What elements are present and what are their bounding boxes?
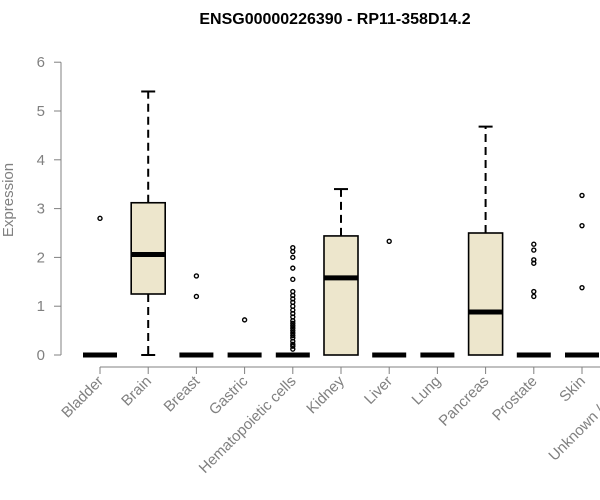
outlier-point xyxy=(193,273,200,279)
box-group xyxy=(516,241,551,358)
outlier-point xyxy=(290,341,296,347)
x-tick-label: Breast xyxy=(161,372,204,415)
y-tick-label: 6 xyxy=(37,54,45,71)
box-group xyxy=(130,90,166,356)
outlier-point xyxy=(290,320,296,326)
y-tick-label: 5 xyxy=(37,103,45,120)
outlier-point xyxy=(193,293,200,300)
outlier-point xyxy=(97,215,103,222)
box-group xyxy=(179,273,214,358)
outlier-point xyxy=(290,323,296,329)
outlier-point xyxy=(290,332,296,339)
outlier-point xyxy=(531,293,537,300)
box-group xyxy=(227,317,262,358)
y-tick-label: 0 xyxy=(37,347,45,364)
outlier-point xyxy=(531,257,537,263)
outlier-point xyxy=(579,222,585,229)
x-tick-label: Liver xyxy=(361,373,396,408)
chart-title: ENSG00000226390 - RP11-358D14.2 xyxy=(199,11,470,28)
box-group xyxy=(565,192,599,358)
plot-area xyxy=(83,90,599,358)
outlier-point xyxy=(531,247,537,253)
y-tick-label: 1 xyxy=(37,298,45,315)
outlier-point xyxy=(290,244,296,251)
x-tick-label: Lung xyxy=(409,373,445,409)
x-tick-label: Gastric xyxy=(206,372,252,418)
outlier-point xyxy=(290,254,296,261)
x-tick-label: Prostate xyxy=(489,373,541,425)
outlier-point xyxy=(579,284,585,291)
outlier-point xyxy=(241,317,248,323)
box-group xyxy=(323,188,359,356)
y-tick-label: 3 xyxy=(37,201,45,218)
y-tick-label: 2 xyxy=(37,249,45,266)
outlier-point xyxy=(290,327,296,334)
outlier-point xyxy=(290,265,296,271)
outlier-point xyxy=(290,325,296,331)
box-group xyxy=(275,244,310,358)
box-body xyxy=(130,201,166,295)
outlier-point xyxy=(386,238,392,244)
outlier-point xyxy=(290,330,296,336)
outlier-point xyxy=(290,288,296,295)
x-tick-label: Bladder xyxy=(58,373,107,422)
x-tick-label: Brain xyxy=(118,373,155,410)
outlier-point xyxy=(290,276,296,283)
box-group xyxy=(83,215,117,358)
y-tick-label: 4 xyxy=(37,152,45,169)
y-axis-title: Expression xyxy=(0,163,17,237)
x-tick-label: Pancreas xyxy=(436,373,493,430)
box-body xyxy=(323,235,359,356)
outlier-point xyxy=(290,343,296,349)
outlier-point xyxy=(579,192,585,199)
box-group xyxy=(372,238,407,358)
x-tick-label: Kidney xyxy=(303,372,348,417)
outlier-point xyxy=(290,335,296,341)
y-axis: 0 1 2 3 4 5 6 xyxy=(37,54,62,364)
x-tick-label: Skin xyxy=(556,373,589,406)
outlier-point xyxy=(531,241,537,247)
box-group xyxy=(467,125,504,356)
box-body xyxy=(467,232,504,356)
outlier-point xyxy=(531,288,537,295)
outlier-point xyxy=(290,346,296,352)
